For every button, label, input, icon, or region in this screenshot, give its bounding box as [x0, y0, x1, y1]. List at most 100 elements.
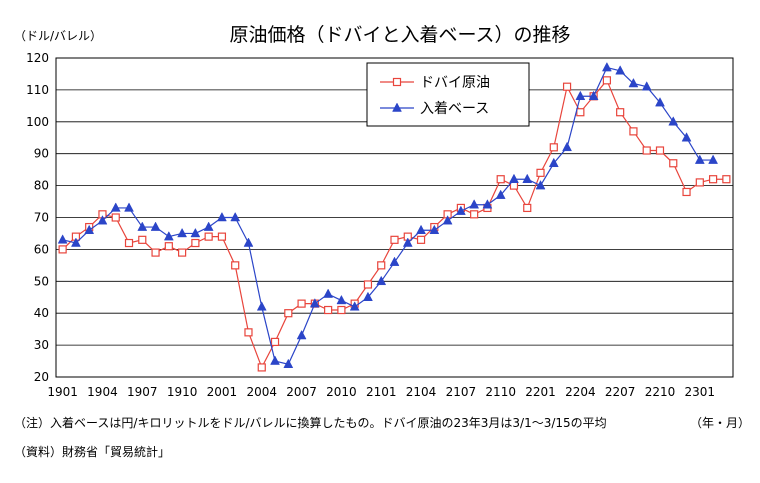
x-tick-label: 2001 — [207, 385, 238, 399]
data-point — [283, 358, 294, 368]
x-tick-label: 2110 — [485, 385, 516, 399]
data-point — [150, 221, 161, 231]
x-tick-label: 1907 — [127, 385, 158, 399]
data-point — [164, 242, 173, 251]
data-point — [522, 173, 533, 183]
data-point — [681, 132, 692, 142]
data-point — [655, 146, 665, 155]
data-point — [429, 224, 440, 235]
x-axis-ticks: 1901 1904 1907 1910 2001 2004 2007 2010 2101 2104… — [47, 385, 715, 399]
x-tick-label: 2204 — [565, 385, 596, 399]
data-point — [616, 108, 625, 117]
data-point — [58, 245, 67, 254]
data-point — [416, 235, 426, 244]
data-point — [655, 97, 665, 107]
y-tick-label: 20 — [34, 370, 49, 384]
data-point — [111, 213, 120, 222]
data-point — [576, 108, 585, 117]
data-point — [455, 205, 466, 215]
data-point — [602, 76, 611, 85]
x-tick-label: 2101 — [366, 385, 397, 399]
data-point — [495, 189, 506, 199]
y-tick-label: 110 — [26, 83, 49, 97]
data-point — [416, 224, 426, 235]
data-point — [230, 211, 241, 222]
legend-label-dubai: ドバイ原油 — [420, 75, 490, 91]
data-point — [694, 154, 705, 164]
data-point — [523, 203, 532, 213]
data-point — [204, 232, 213, 241]
data-point — [470, 210, 479, 219]
data-point — [217, 232, 227, 241]
data-point — [601, 62, 612, 72]
series-1 — [57, 62, 719, 368]
data-point — [695, 178, 704, 187]
data-point — [682, 187, 691, 197]
legend-marker — [392, 77, 402, 87]
data-point — [575, 90, 586, 101]
data-point — [284, 309, 293, 318]
data-point — [708, 154, 719, 164]
x-tick-label: 2010 — [326, 385, 357, 399]
data-point — [337, 305, 346, 315]
legend-marker — [392, 102, 402, 112]
data-point — [509, 181, 519, 190]
data-point — [138, 235, 147, 244]
y-tick-label: 90 — [34, 147, 49, 161]
x-tick-label: 2107 — [446, 385, 477, 399]
x-tick-label: 2104 — [406, 385, 437, 399]
data-point — [562, 141, 572, 152]
data-point — [549, 143, 558, 152]
data-point — [628, 77, 639, 88]
note-text: （注）入着ベースは円/キロリットルをドル/バレルに換算したもの。ドバイ原油の23… — [14, 415, 607, 430]
data-point — [469, 199, 480, 209]
x-tick-label: 2007 — [286, 385, 317, 399]
legend: ドバイ原油 入着ベース — [366, 62, 530, 127]
data-point — [256, 301, 267, 311]
data-point — [257, 363, 266, 372]
data-point — [178, 248, 187, 257]
data-point — [296, 329, 307, 340]
legend-label-arrival: 入着ベース — [420, 101, 489, 117]
series-layer — [57, 62, 731, 372]
data-point — [70, 237, 81, 247]
y-axis-unit-label: （ドル/バレル） — [14, 29, 102, 43]
data-point — [509, 173, 519, 183]
legend-box — [366, 62, 530, 127]
y-tick-label: 120 — [26, 51, 49, 65]
data-point — [124, 202, 134, 212]
data-point — [642, 146, 651, 155]
y-tick-label: 50 — [34, 274, 49, 288]
x-tick-label: 2201 — [525, 385, 556, 399]
data-point — [324, 305, 333, 315]
y-axis-ticks: 20 30 40 50 60 70 80 90 100 110 120 — [26, 51, 49, 384]
y-tick-label: 70 — [34, 211, 49, 225]
data-point — [84, 224, 95, 235]
data-point — [190, 227, 201, 238]
data-point — [363, 291, 373, 301]
plot-area-frame — [55, 57, 734, 378]
data-point — [231, 261, 240, 270]
data-point — [137, 221, 148, 231]
x-tick-label: 2301 — [685, 385, 716, 399]
x-tick-label: 1904 — [87, 385, 118, 399]
data-point — [389, 256, 400, 266]
data-point — [615, 65, 626, 75]
data-point — [244, 328, 253, 337]
data-point — [191, 238, 200, 248]
data-point — [535, 180, 546, 190]
data-point — [588, 90, 599, 101]
data-point — [151, 248, 160, 257]
data-point — [163, 231, 174, 241]
data-point — [363, 280, 373, 289]
data-point — [97, 215, 108, 225]
x-tick-label: 2207 — [605, 385, 636, 399]
data-point — [708, 175, 718, 184]
data-point — [722, 175, 731, 184]
x-tick-label: 2210 — [645, 385, 676, 399]
data-point — [402, 237, 413, 247]
data-point — [629, 127, 638, 136]
data-point — [110, 202, 121, 212]
data-point — [482, 199, 493, 209]
